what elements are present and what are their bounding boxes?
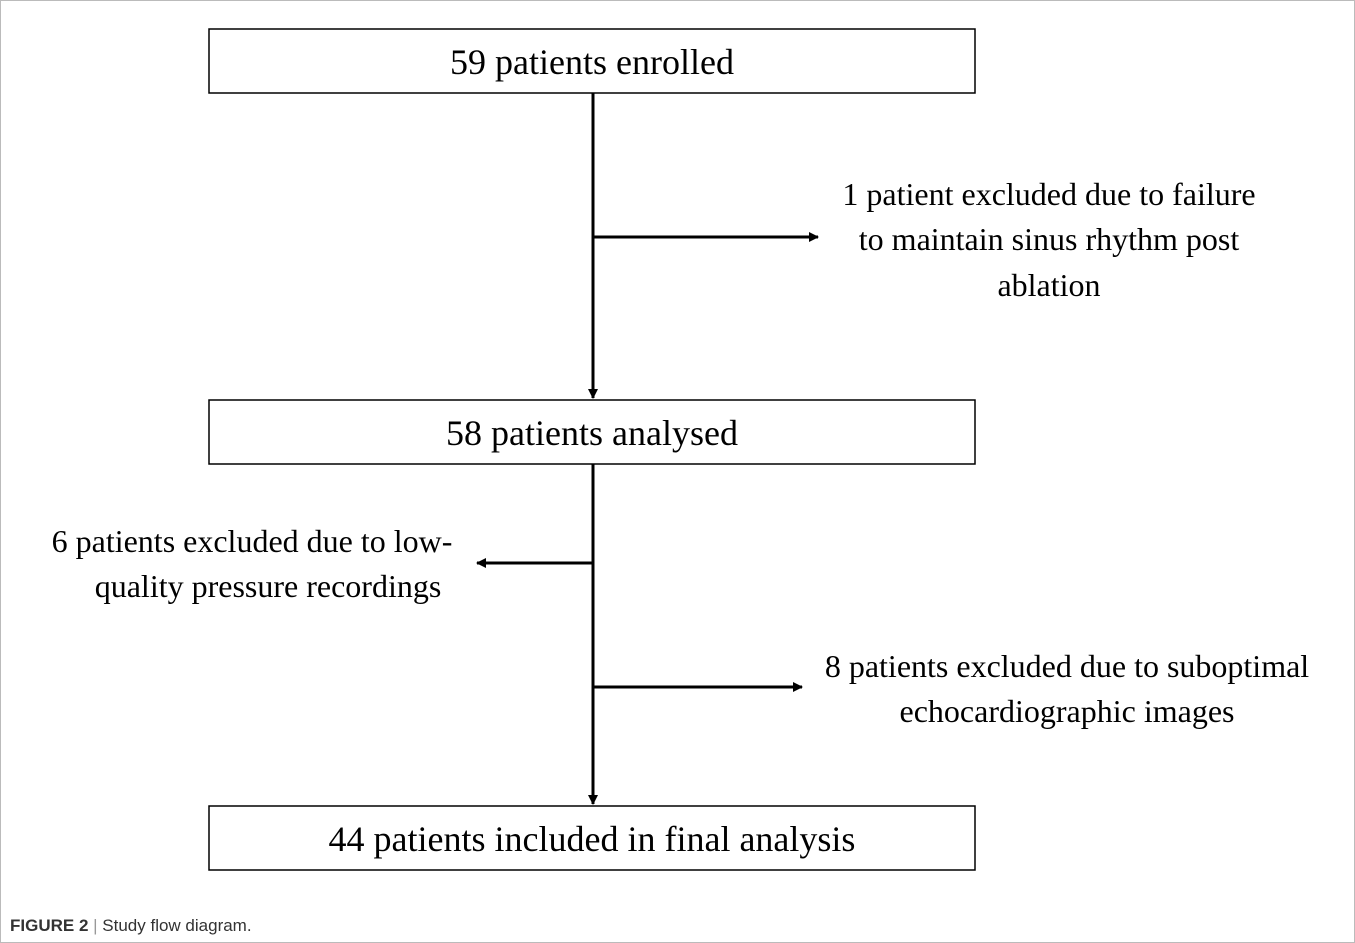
node-label: 59 patients enrolled [450,42,734,82]
caption-sep: | [88,916,102,935]
exclusion-text: 8 patients excluded due to suboptimal [825,648,1309,684]
exclusion-text: ablation [997,267,1100,303]
node-box [208,399,976,465]
node-label: 44 patients included in final analysis [329,819,856,859]
node-box [208,805,976,871]
node-label: 58 patients analysed [446,413,738,453]
caption: FIGURE 2 | Study flow diagram. [10,916,252,935]
exclusion-text: quality pressure recordings [95,568,442,604]
exclusion-text: to maintain sinus rhythm post [859,221,1240,257]
exclusion-text: 1 patient excluded due to failure [842,176,1255,212]
exclusion-text: 6 patients excluded due to low- [52,523,453,559]
exclusion-text: echocardiographic images [900,693,1235,729]
node-box [208,28,976,94]
caption-label: FIGURE 2 [10,916,88,935]
caption-text: Study flow diagram. [102,916,251,935]
